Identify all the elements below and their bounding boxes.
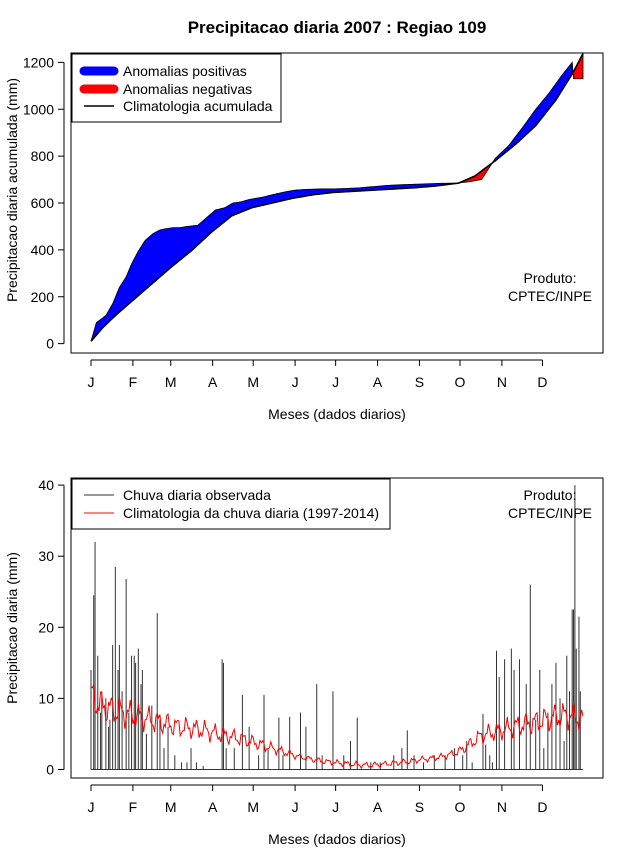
y-axis: 0 200 400 600 800 1000 1200: [23, 54, 65, 352]
x-tick-label: J: [88, 374, 95, 390]
x-tick-label: J: [292, 374, 299, 390]
y-tick-label: 1000: [23, 101, 54, 117]
x-tick-label: M: [165, 374, 177, 390]
product-source: CPTEC/INPE: [508, 505, 592, 521]
y-tick-label: 0: [46, 336, 54, 352]
plot-frame: [70, 52, 604, 354]
x-tick-label: M: [247, 799, 259, 815]
cumulative-panel: 0 200 400 600 800 1000 1200 J F M A M J J A S O N D Preci…: [4, 52, 604, 422]
x-tick-label: F: [129, 374, 138, 390]
y-tick-label: 10: [38, 690, 54, 706]
y-axis-label: Precipitacao diaria acumulada (mm): [4, 78, 20, 302]
positive-anomaly-area: [90, 182, 460, 342]
y-tick-label: 200: [31, 289, 55, 305]
plot-frame: [70, 477, 604, 779]
legend: Chuva diaria observada Climatologia da c…: [71, 478, 391, 530]
legend: Anomalias positivas Anomalias negativas …: [71, 53, 282, 123]
product-source: CPTEC/INPE: [508, 288, 592, 304]
x-tick-label: M: [247, 374, 259, 390]
x-axis-label: Meses (dados diarios): [268, 831, 406, 847]
x-tick-label: N: [497, 374, 507, 390]
positive-anomaly-area: [490, 61, 573, 167]
x-tick-label: A: [208, 374, 218, 390]
y-tick-label: 0: [46, 761, 54, 777]
x-tick-label: O: [455, 799, 466, 815]
legend-box: [71, 478, 391, 530]
legend-box: [71, 53, 282, 123]
x-tick-label: D: [537, 799, 547, 815]
x-tick-label: O: [455, 374, 466, 390]
daily-panel: 0 10 20 30 40 J F M A M J J A S O N D Precipitacao diar…: [4, 477, 604, 847]
y-tick-label: 30: [38, 548, 54, 564]
y-tick-label: 800: [31, 148, 55, 164]
climatology-daily-line: [90, 684, 584, 770]
legend-label-negative: Anomalias negativas: [123, 81, 252, 97]
x-tick-label: D: [537, 374, 547, 390]
x-tick-label: S: [415, 374, 424, 390]
y-tick-label: 400: [31, 242, 55, 258]
x-tick-label: J: [332, 799, 339, 815]
x-tick-label: F: [129, 799, 138, 815]
x-tick-label: A: [373, 374, 383, 390]
chart-title: Precipitacao diaria 2007 : Regiao 109: [188, 18, 487, 37]
y-axis-label: Precipitacao diaria (mm): [4, 552, 20, 704]
legend-label-climatology: Climatologia acumulada: [123, 98, 273, 114]
x-axis-label: Meses (dados diarios): [268, 406, 406, 422]
x-tick-label: A: [208, 799, 218, 815]
y-axis: 0 10 20 30 40: [38, 477, 65, 777]
x-tick-label: J: [292, 799, 299, 815]
x-tick-label: N: [497, 799, 507, 815]
legend-label-observed: Chuva diaria observada: [123, 487, 271, 503]
legend-label-clim-daily: Climatologia da chuva diaria (1997-2014): [123, 505, 379, 521]
legend-label-positive: Anomalias positivas: [123, 63, 247, 79]
x-tick-label: J: [332, 374, 339, 390]
y-tick-label: 20: [38, 619, 54, 635]
x-tick-label: M: [165, 799, 177, 815]
y-tick-label: 1200: [23, 54, 54, 70]
product-label: Produto:: [524, 270, 577, 286]
x-tick-label: J: [88, 799, 95, 815]
climatology-cumulative-line: [90, 53, 584, 342]
y-tick-label: 600: [31, 195, 55, 211]
x-tick-label: A: [373, 799, 383, 815]
product-label: Produto:: [524, 487, 577, 503]
y-tick-label: 40: [38, 477, 54, 493]
x-tick-label: S: [415, 799, 424, 815]
